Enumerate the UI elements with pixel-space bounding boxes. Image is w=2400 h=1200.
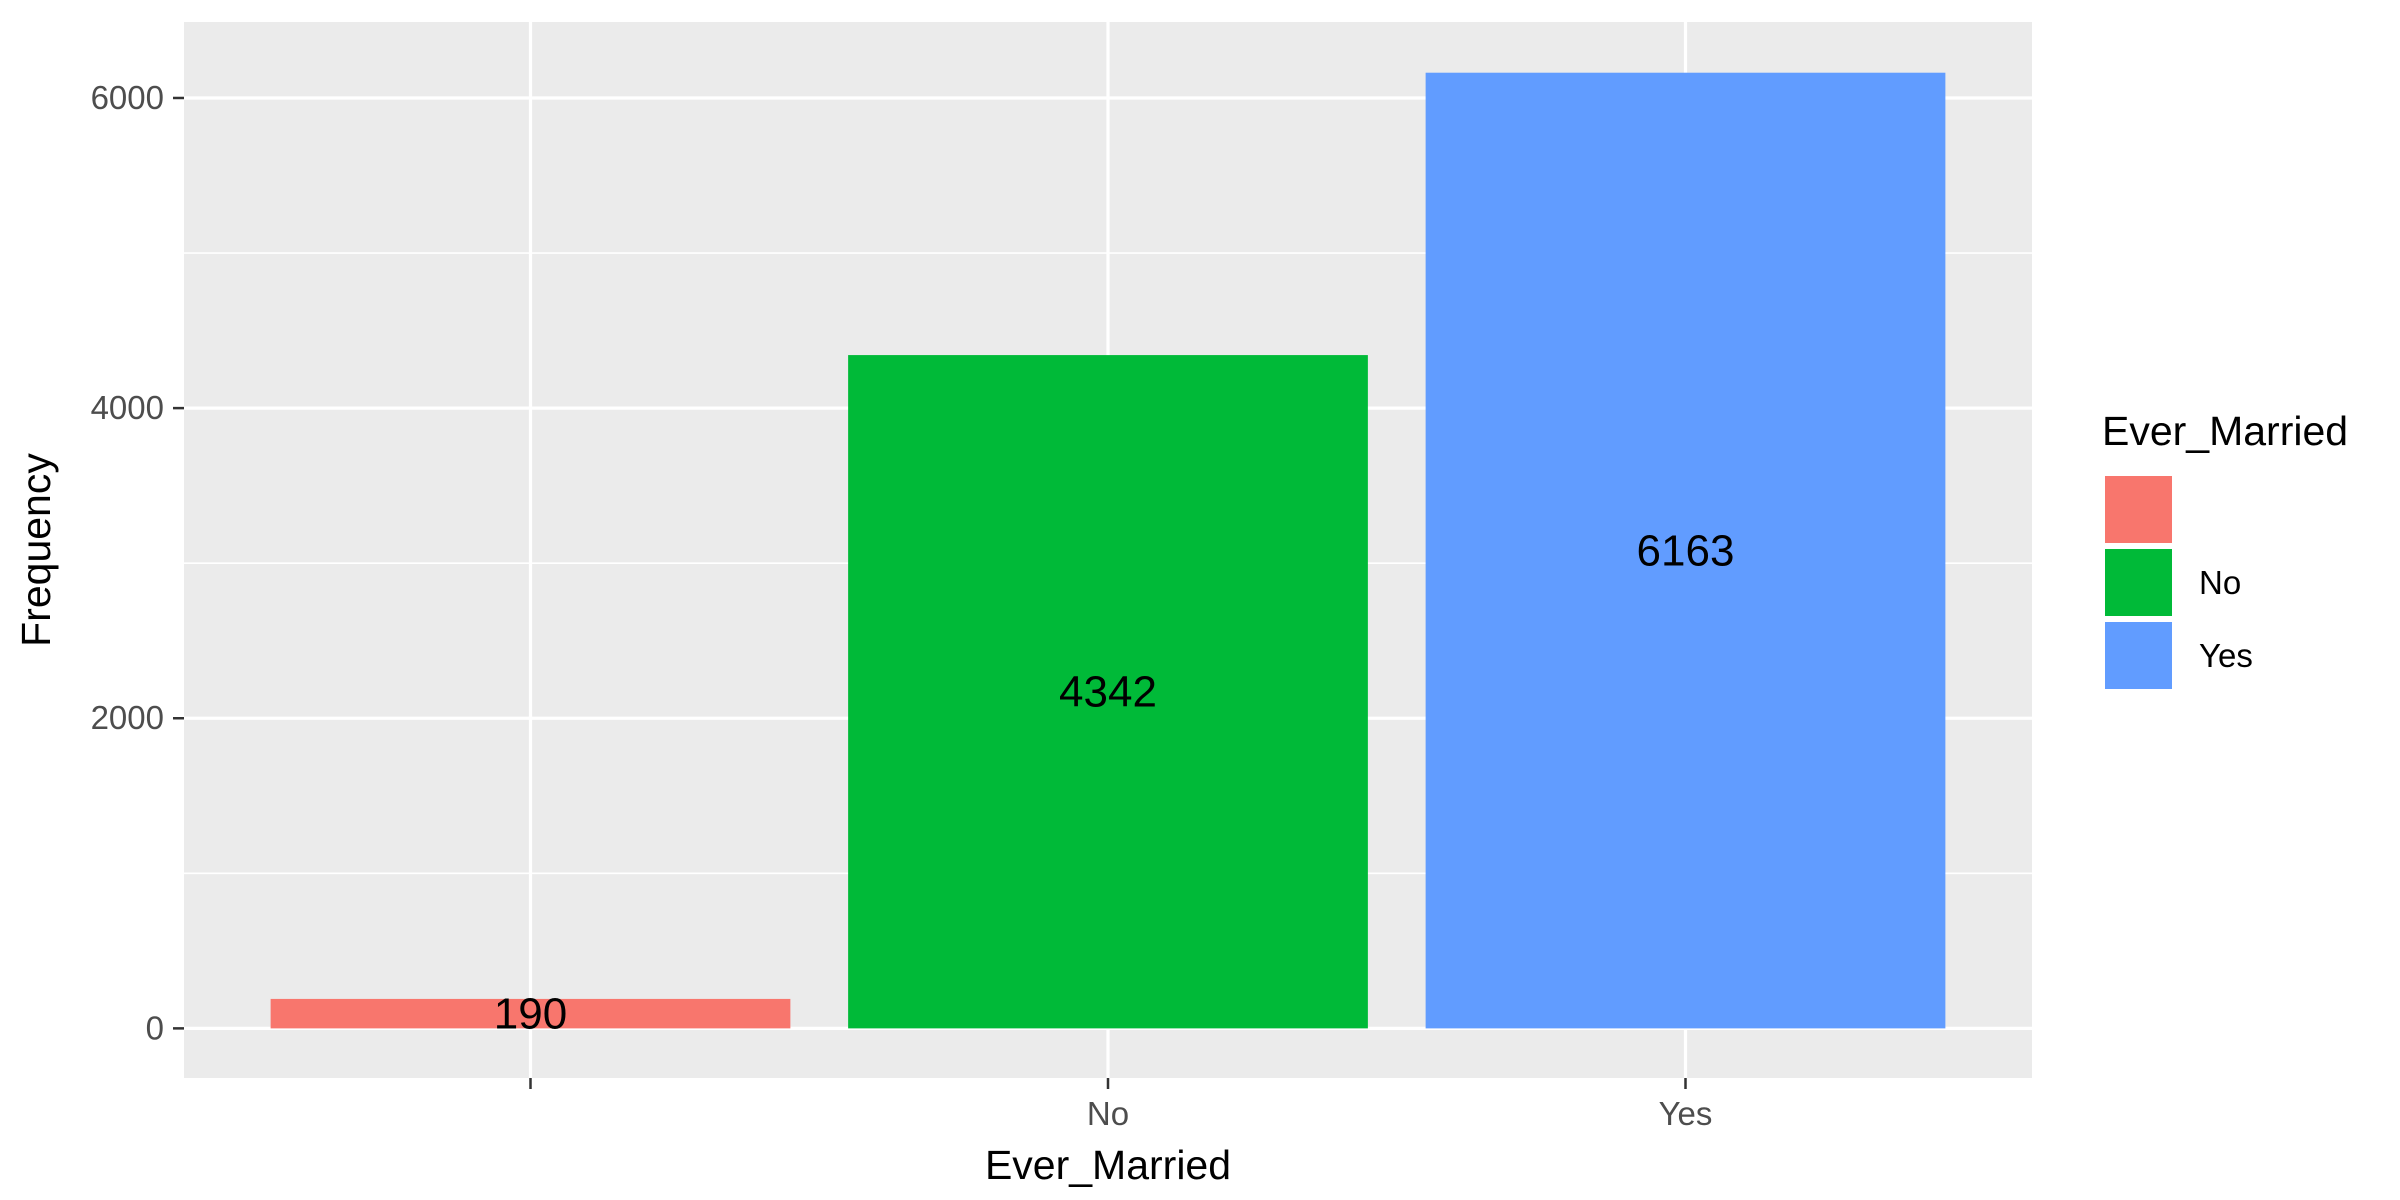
y-tick-label: 6000 xyxy=(91,79,164,116)
bar xyxy=(270,998,791,1029)
y-axis-title: Frequency xyxy=(13,453,59,647)
data-label: 6163 xyxy=(1637,527,1735,576)
x-tick-label: Yes xyxy=(1659,1095,1713,1132)
data-label: 190 xyxy=(494,990,567,1039)
x-axis-title: Ever_Married xyxy=(985,1142,1231,1188)
legend: Ever_Married No Yes xyxy=(2102,408,2348,691)
legend-key xyxy=(2103,620,2174,691)
x-tick-label: No xyxy=(1087,1095,1129,1132)
legend-key xyxy=(2103,547,2174,618)
legend-label: Yes xyxy=(2199,637,2253,674)
bar xyxy=(1425,72,1946,1029)
y-tick-label: 2000 xyxy=(91,699,164,736)
y-tick-label: 0 xyxy=(146,1009,164,1046)
y-tick-label: 4000 xyxy=(91,389,164,426)
bar xyxy=(848,355,1368,1029)
legend-key xyxy=(2103,474,2174,545)
data-label: 4342 xyxy=(1059,668,1157,717)
legend-label: No xyxy=(2199,564,2241,601)
legend-title: Ever_Married xyxy=(2102,408,2348,454)
